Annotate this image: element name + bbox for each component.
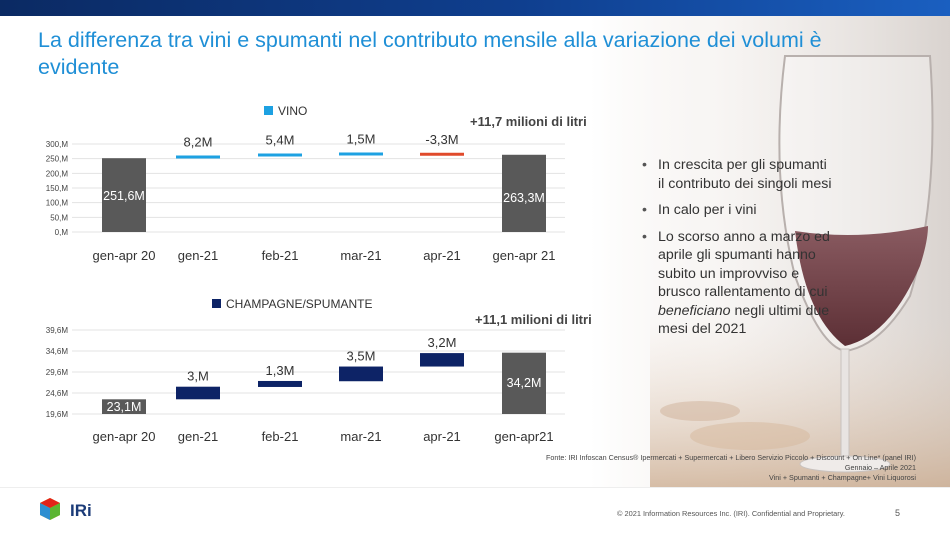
x-category-label: gen-apr 21 bbox=[493, 248, 556, 263]
vino-chart: VINO +11,7 milioni di litri 300,M 250,M 20… bbox=[46, 104, 587, 263]
bullet-item: In calo per i vini bbox=[642, 201, 832, 220]
spumante-legend-label: CHAMPAGNE/SPUMANTE bbox=[226, 297, 372, 311]
bar-value-label: 263,3M bbox=[503, 191, 545, 205]
x-category-label: gen-apr21 bbox=[494, 429, 553, 444]
bar bbox=[102, 158, 146, 232]
x-category-label: mar-21 bbox=[340, 248, 381, 263]
vino-legend-swatch bbox=[264, 106, 273, 115]
spumante-chart: CHAMPAGNE/SPUMANTE +11,1 milioni di litr… bbox=[46, 297, 592, 444]
source-line: Gennaio – Aprile 2021 bbox=[844, 462, 916, 472]
x-category-label: feb-21 bbox=[262, 429, 299, 444]
iri-logo-text: IRi bbox=[70, 501, 92, 520]
y-tick-label: 300,M bbox=[46, 140, 69, 149]
source-line: Vini + Spumanti + Champagne+ Vini Liquor… bbox=[769, 472, 916, 482]
bar bbox=[502, 154, 546, 232]
x-category-label: feb-21 bbox=[262, 248, 299, 263]
bullet-list: In crescita per gli spumanti il contribu… bbox=[642, 156, 832, 347]
y-tick-label: 29,6M bbox=[46, 368, 69, 377]
y-tick-label: 250,M bbox=[46, 155, 69, 164]
spumante-total-label: +11,1 milioni di litri bbox=[475, 312, 592, 327]
top-banner bbox=[0, 0, 950, 16]
y-tick-label: 0,M bbox=[55, 228, 69, 237]
bar-value-label: 3,M bbox=[187, 369, 209, 384]
y-tick-label: 100,M bbox=[46, 199, 69, 208]
bar bbox=[258, 380, 302, 387]
x-category-label: mar-21 bbox=[340, 429, 381, 444]
vino-total-label: +11,7 milioni di litri bbox=[470, 114, 587, 129]
bar bbox=[420, 353, 464, 367]
x-category-label: gen-21 bbox=[178, 429, 218, 444]
bar bbox=[176, 386, 220, 400]
bullet-emphasis: beneficiano bbox=[658, 302, 731, 319]
bullet-item: In crescita per gli spumanti il contribu… bbox=[642, 156, 832, 193]
spumante-legend-swatch bbox=[212, 299, 221, 308]
charts-area: VINO +11,7 milioni di litri 300,M 250,M 20… bbox=[46, 104, 592, 444]
bar bbox=[176, 155, 220, 159]
bar bbox=[339, 152, 383, 156]
bar bbox=[258, 153, 302, 157]
y-tick-label: 150,M bbox=[46, 184, 69, 193]
bar-value-label: 1,3M bbox=[266, 363, 295, 378]
bar-value-label: -3,3M bbox=[425, 132, 458, 147]
y-tick-label: 34,6M bbox=[46, 347, 69, 356]
bar-value-label: 3,2M bbox=[428, 335, 457, 350]
bar bbox=[420, 152, 464, 156]
iri-logo bbox=[40, 498, 60, 520]
x-category-label: gen-21 bbox=[178, 248, 218, 263]
bar bbox=[502, 352, 546, 414]
page-number: 5 bbox=[895, 508, 901, 518]
vino-legend-label: VINO bbox=[278, 104, 307, 118]
bar-value-label: 251,6M bbox=[103, 189, 145, 203]
bullet-text: Lo scorso anno a marzo ed aprile gli spu… bbox=[658, 228, 830, 301]
source-line: Fonte: IRI Infoscan Census® Ipermercati … bbox=[545, 453, 916, 462]
bar bbox=[102, 399, 146, 414]
bar-value-label: 8,2M bbox=[184, 134, 213, 149]
y-tick-label: 39,6M bbox=[46, 326, 69, 335]
bullet-item: Lo scorso anno a marzo ed aprile gli spu… bbox=[642, 228, 832, 339]
bar-value-label: 5,4M bbox=[266, 133, 295, 148]
bar-value-label: 1,5M bbox=[347, 131, 376, 146]
bar bbox=[339, 366, 383, 382]
copyright: © 2021 Information Resources Inc. (IRI).… bbox=[617, 509, 845, 518]
bullet-text: negli ultimi due mesi del 2021 bbox=[658, 302, 830, 338]
y-tick-label: 200,M bbox=[46, 169, 69, 178]
x-category-label: gen-apr 20 bbox=[93, 429, 156, 444]
x-category-label: apr-21 bbox=[423, 429, 461, 444]
bar-value-label: 23,1M bbox=[107, 400, 142, 414]
source-note: Fonte: IRI Infoscan Census® Ipermercati … bbox=[496, 453, 916, 482]
x-category-label: gen-apr 20 bbox=[93, 248, 156, 263]
bar-value-label: 3,5M bbox=[347, 349, 376, 364]
y-tick-label: 50,M bbox=[50, 213, 68, 222]
footer bbox=[0, 487, 950, 536]
x-category-label: apr-21 bbox=[423, 248, 461, 263]
y-tick-label: 19,6M bbox=[46, 410, 69, 419]
y-tick-label: 24,6M bbox=[46, 389, 69, 398]
bar-value-label: 34,2M bbox=[507, 376, 542, 390]
slide-title: La differenza tra vini e spumanti nel co… bbox=[38, 28, 822, 79]
